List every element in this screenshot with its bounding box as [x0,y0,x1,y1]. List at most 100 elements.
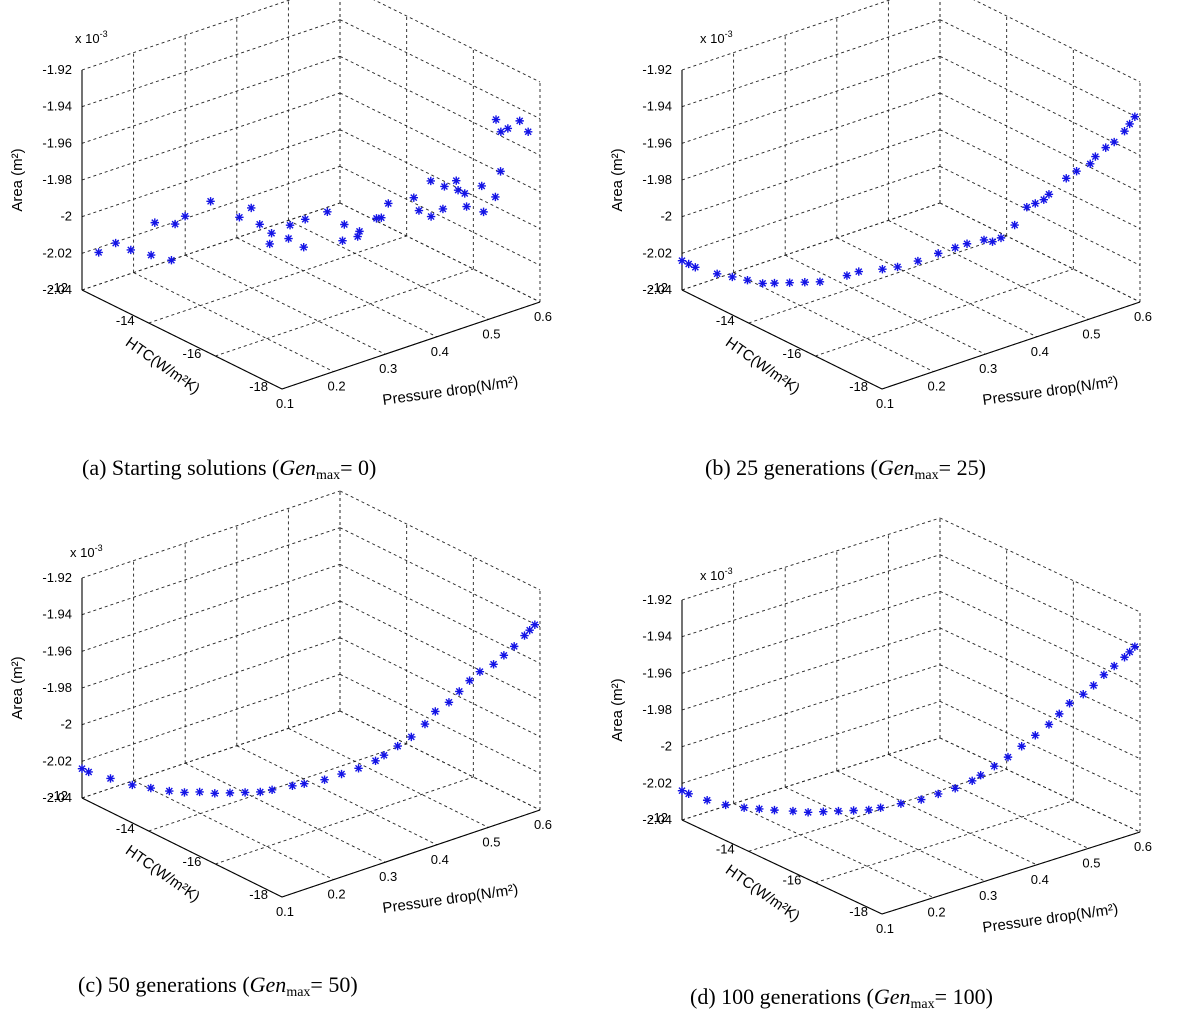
data-point [834,806,843,816]
caption-a-var: Gen [279,455,317,480]
data-point [496,127,506,136]
data-point [150,218,159,227]
data-point [988,237,997,246]
data-point [1099,670,1109,680]
grid-line [939,554,1141,650]
pressure-tick-label: 0.3 [379,869,397,884]
grid-line [339,55,541,156]
htc-tick-label: -16 [183,346,202,361]
grid-line [681,590,941,674]
data-point [934,789,943,799]
htc-tick-label: -14 [716,313,735,328]
data-point [819,807,828,816]
caption-b-suffix: = 25) [938,455,986,480]
grid-line [133,780,334,881]
pressure-tick-label: 0.4 [1031,872,1049,887]
pressure-tick-label: 0.2 [328,887,346,902]
data-point [739,803,749,812]
data-point [893,262,902,272]
data-point [677,256,687,265]
grid-line [939,737,1141,833]
grid-line [339,600,541,701]
pressure-tick-label: 0.3 [379,361,397,376]
grid-line [339,129,541,230]
pressure-tick-label: 0.5 [1082,326,1100,341]
pressure-tick-label: 0.5 [482,326,500,341]
grid-line [939,19,1141,120]
data-point [1044,720,1054,729]
data-point [453,185,463,195]
data-point [1130,112,1140,121]
data-markers [677,112,1140,288]
data-point [523,127,533,136]
area-tick-label: -1.94 [642,99,672,114]
grid-line [939,92,1141,193]
data-point [996,233,1006,243]
data-point [337,769,346,779]
data-point [265,239,274,249]
htc-axis-line [681,819,883,915]
area-tick-label: -1.96 [42,643,72,658]
grid-line [339,563,541,664]
data-point [225,788,235,798]
grid-line [81,165,341,254]
pressure-tick-label: 0.2 [928,905,946,920]
pressure-tick-label: 0.3 [979,361,997,376]
htc-tick-label: -12 [49,280,68,295]
grid-line [339,202,541,303]
data-point [979,235,989,245]
grid-line [339,527,541,628]
area-tick-label: -2.02 [42,753,72,768]
data-point [288,781,297,791]
area-tick-label: -2.04 [642,812,672,827]
area-exponent-label: x 10-3 [70,543,103,560]
data-point [167,256,176,265]
data-point [854,267,863,276]
data-point [1055,709,1064,719]
caption-d-prefix: (d) 100 generations ( [690,984,874,1009]
data-point [355,227,364,236]
pressure-tick-label: 0.5 [1082,855,1100,870]
data-point [180,212,190,221]
caption-d: (d) 100 generations (Genmax= 100) [690,984,993,1013]
grid-line [681,202,941,291]
data-point [1125,647,1134,657]
area-tick-label: -1.98 [642,702,672,717]
grid-line [185,254,386,355]
data-point [465,676,474,685]
data-point [896,799,906,808]
data-point [864,805,873,815]
grid-line [681,129,941,218]
htc-tick-label: -18 [849,904,868,919]
pressure-tick-label: 0.1 [876,396,894,411]
data-point [951,243,960,252]
grid-line [888,219,1089,320]
pressure-tick-label: 0.1 [876,921,894,936]
grid-line [81,19,341,108]
data-point [491,192,500,202]
pressure-tick-label: 0.6 [1134,309,1152,324]
data-point [372,214,381,223]
data-point [785,278,794,287]
grid-line [681,202,941,291]
htc-tick-label: -16 [783,346,802,361]
data-point [206,197,215,206]
grid-line [939,664,1141,760]
data-markers [94,115,533,265]
pressure-tick-label: 0.1 [276,904,294,919]
data-point [849,806,858,815]
caption-a-prefix: (a) Starting solutions ( [82,455,280,480]
data-markers [77,620,540,798]
data-point [800,278,809,287]
data-point [1003,752,1013,762]
pressure-tick-label: 0.4 [1031,344,1049,359]
caption-a-sub: max [316,468,341,483]
data-point [1039,195,1048,204]
grid-line [681,664,941,748]
data-point [94,248,103,257]
pressure-axis-line [881,831,1141,915]
area-tick-label: -2.02 [642,775,672,790]
grid-line [81,92,341,181]
grid-line [373,0,541,83]
caption-d-suffix: = 100) [934,984,993,1009]
